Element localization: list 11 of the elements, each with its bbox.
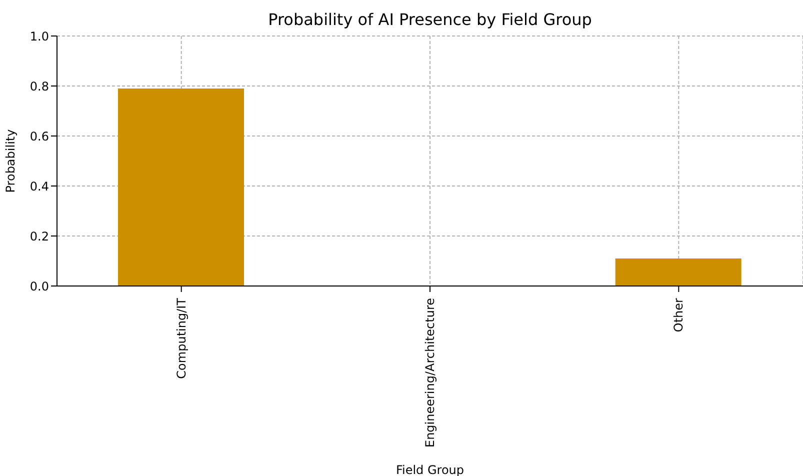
y-tick-label: 0.0 (30, 279, 49, 294)
y-axis-title: Probability (3, 129, 18, 193)
x-tick-label: Computing/IT (174, 297, 188, 379)
y-tick-label: 0.2 (30, 229, 49, 244)
y-tick-label: 0.6 (30, 129, 49, 144)
y-tick-label: 0.4 (30, 179, 49, 194)
chart-title: Probability of AI Presence by Field Group (267, 10, 593, 29)
y-tick-label: 0.8 (30, 79, 49, 94)
x-tick-label: Other (672, 298, 686, 332)
y-tick-label: 1.0 (30, 29, 49, 44)
x-tick-label: Engineering/Architecture (423, 298, 437, 448)
